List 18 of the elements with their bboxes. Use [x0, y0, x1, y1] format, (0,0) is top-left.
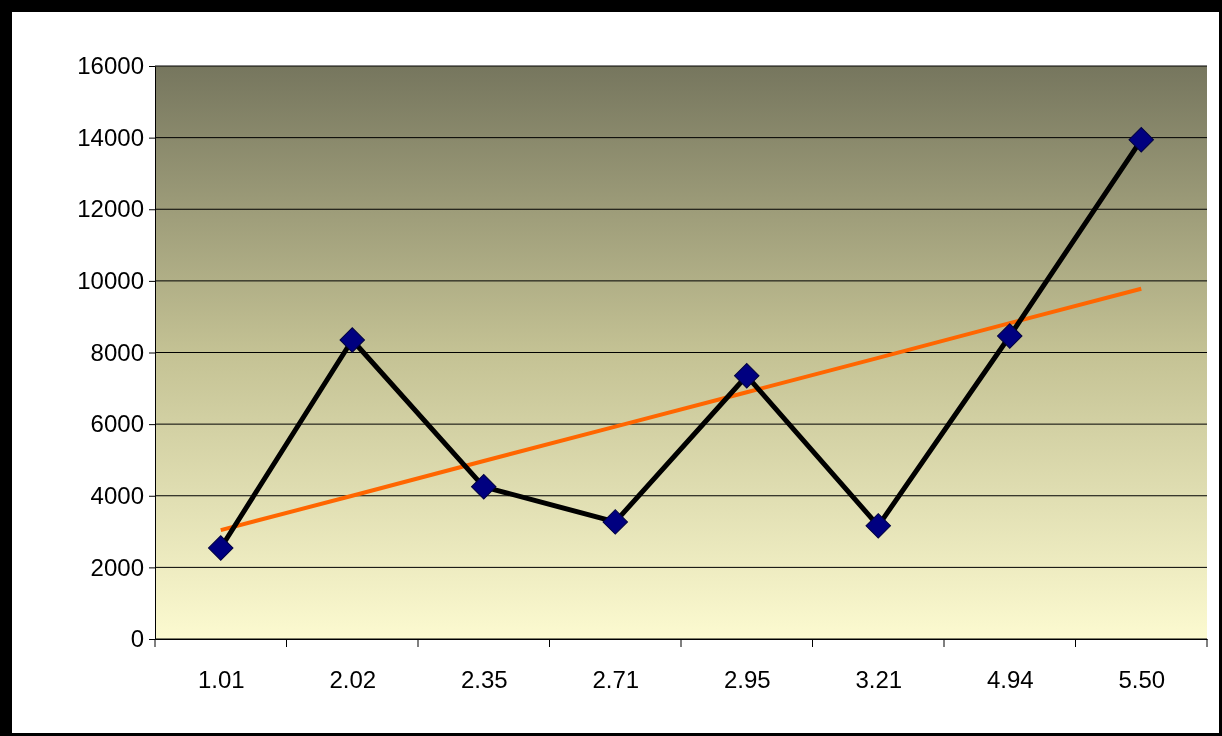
x-tick-label: 3.21 [855, 666, 903, 693]
x-tick-label: 5.50 [1118, 666, 1166, 693]
y-tick-label: 12000 [77, 195, 144, 223]
x-tick-label: 2.71 [592, 666, 640, 693]
x-tick-label: 2.95 [723, 666, 771, 693]
x-tick-label: 1.01 [197, 666, 245, 693]
x-tick-label: 2.02 [329, 666, 377, 693]
y-tick-label: 4000 [90, 481, 144, 509]
y-tick-label: 8000 [90, 338, 144, 366]
x-tick-label: 2.35 [460, 666, 508, 693]
y-tick-label: 6000 [90, 410, 144, 438]
line-series [218, 286, 1144, 533]
y-tick-label: 16000 [77, 52, 144, 80]
y-tick-label: 0 [130, 625, 144, 653]
y-tick-label: 14000 [77, 123, 144, 151]
y-tick-label: 10000 [77, 267, 144, 295]
y-tick-label: 2000 [90, 553, 144, 581]
x-tick-label: 4.94 [986, 666, 1034, 693]
